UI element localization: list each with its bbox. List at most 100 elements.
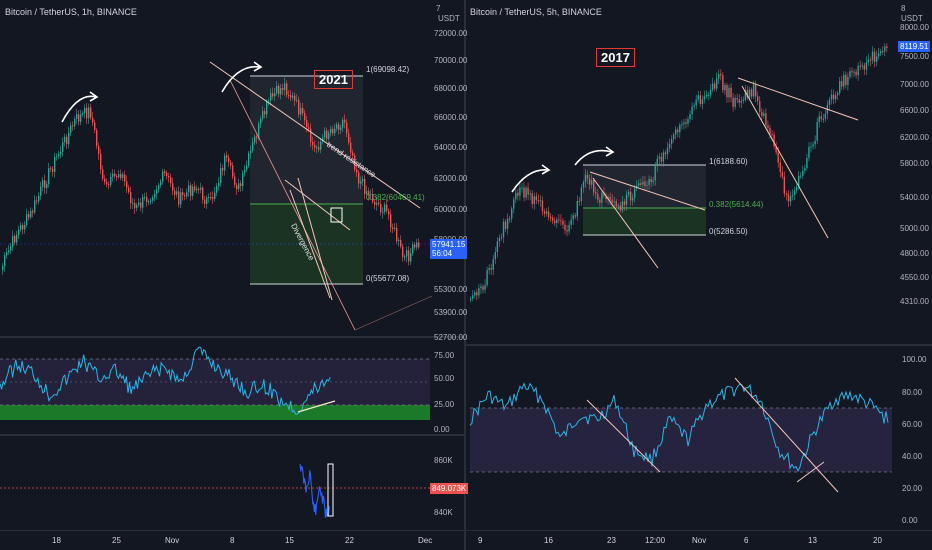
right-candle <box>474 292 476 296</box>
right-candle <box>593 180 595 193</box>
left-fib-label-1: 1(69098.42) <box>366 65 410 74</box>
left-candle <box>274 93 276 97</box>
right-candle <box>603 192 605 196</box>
trend-line-2 <box>229 79 356 331</box>
right-candle <box>884 46 886 52</box>
right-candle <box>804 168 806 171</box>
right-candle <box>875 56 878 62</box>
left-candle <box>278 85 280 95</box>
left-candle <box>264 111 266 115</box>
left-volume-line <box>299 464 330 518</box>
left-candle <box>266 101 268 115</box>
right-candle <box>836 92 839 96</box>
left-candle <box>90 107 92 118</box>
right-candle <box>519 187 521 196</box>
right-candle <box>863 65 865 70</box>
right-candle <box>513 199 515 209</box>
left-candle <box>38 195 40 202</box>
left-candle <box>256 136 258 139</box>
right-arc-arrow-1-head <box>541 164 551 175</box>
left-candle <box>208 197 210 199</box>
left-candle <box>50 168 52 170</box>
right-candle <box>625 194 628 205</box>
right-candle <box>855 71 857 76</box>
right-candle <box>541 200 544 212</box>
right-fib-label-0382: 0.382(5614.44) <box>709 200 764 209</box>
right-candle <box>802 170 804 176</box>
left-candle <box>282 87 284 90</box>
left-candle <box>246 165 248 170</box>
right-candle <box>843 74 845 87</box>
left-candle <box>70 125 72 133</box>
right-candle <box>640 183 642 185</box>
left-candle <box>310 128 312 143</box>
trend-line-4 <box>289 189 331 299</box>
right-candle <box>679 125 681 133</box>
left-candle <box>82 112 84 115</box>
left-price-axis-label: 64000.00 <box>434 143 468 152</box>
left-candle <box>202 187 204 200</box>
left-candle <box>298 99 300 115</box>
left-candle <box>292 95 294 98</box>
right-candle <box>847 76 849 85</box>
right-fib-zone-lower <box>583 208 706 235</box>
left-candle <box>304 113 306 121</box>
left-price-tag-value: 57941.15 <box>432 240 466 249</box>
left-candle <box>138 202 140 206</box>
right-candle <box>506 218 509 229</box>
right-candle <box>752 84 755 97</box>
right-candle <box>511 208 513 219</box>
right-candle <box>484 285 486 290</box>
right-price-tag: 8119.51 <box>898 41 931 52</box>
right-rsi-band <box>470 408 892 472</box>
left-right-divider[interactable] <box>464 0 466 550</box>
left-candle <box>62 142 64 152</box>
right-candle <box>515 192 517 200</box>
right-time-axis-divider <box>466 530 932 531</box>
left-time-axis-label: 18 <box>52 536 61 545</box>
right-rsi-axis-label: 40.00 <box>902 452 923 461</box>
right-candle <box>574 215 576 217</box>
left-time-axis-divider <box>0 530 464 531</box>
right-price-rsi-divider[interactable] <box>466 344 932 346</box>
left-chart-title[interactable]: Bitcoin / TetherUS, 1h, BINANCE <box>5 7 137 17</box>
left-rsi-axis-label: 75.00 <box>434 351 455 360</box>
left-candle <box>222 168 224 171</box>
left-candle <box>398 240 400 242</box>
right-candle <box>595 192 597 195</box>
arc-arrow-2 <box>221 65 261 93</box>
right-price-axis-label: 5000.00 <box>900 224 929 233</box>
left-candle <box>170 177 172 184</box>
right-candle <box>865 62 868 70</box>
left-rsi-volume-divider[interactable] <box>0 434 464 436</box>
left-candle <box>40 186 42 196</box>
right-candle <box>533 196 535 205</box>
left-candle <box>174 190 176 195</box>
left-price-axis-label: 53900.00 <box>434 308 468 317</box>
right-candle <box>834 95 837 100</box>
right-rsi-trend-3 <box>796 461 825 483</box>
left-candle <box>190 185 192 196</box>
right-candle <box>880 51 882 54</box>
right-trend-4 <box>741 85 829 239</box>
right-candle <box>666 147 669 155</box>
right-candle <box>787 193 790 202</box>
right-candle <box>744 90 747 100</box>
left-price-rsi-divider[interactable] <box>0 336 464 338</box>
left-time-axis-label: 8 <box>230 536 235 545</box>
left-price-axis-label: 62000.00 <box>434 174 468 183</box>
left-candle <box>234 176 236 185</box>
right-candle <box>668 143 671 148</box>
right-rsi-line <box>469 382 889 473</box>
right-candle <box>494 252 496 260</box>
right-chart-title[interactable]: Bitcoin / TetherUS, 5h, BINANCE <box>470 7 602 17</box>
right-candle <box>693 105 695 107</box>
left-candle <box>412 244 414 254</box>
right-candle <box>726 85 728 98</box>
left-fib-label-0382: 0.382(60469.41) <box>366 193 425 202</box>
left-candle <box>346 122 348 134</box>
left-candle <box>360 181 362 184</box>
left-candle <box>42 180 44 187</box>
right-candle <box>611 199 613 203</box>
